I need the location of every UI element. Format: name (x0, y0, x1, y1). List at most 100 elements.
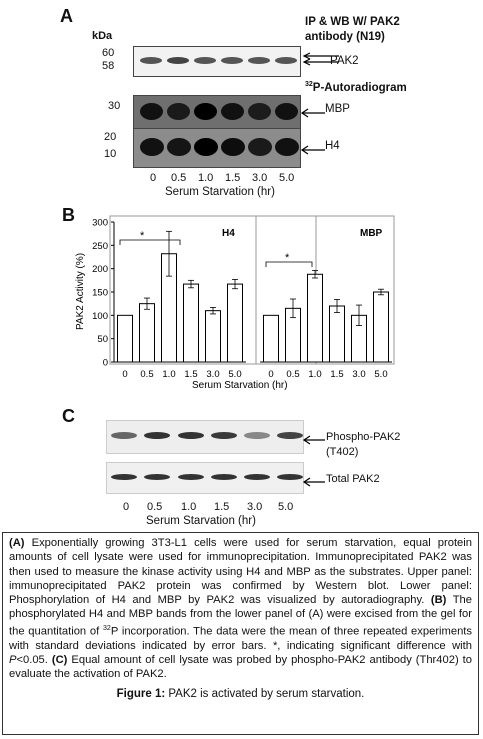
marker-10: 10 (104, 148, 117, 160)
total-pak2-band (211, 474, 237, 480)
lane-a-0: 0 (150, 172, 157, 184)
panel-b-charts: 0 50 100 150 200 250 300 0 0.5 1.0 1.5 3.0 5.0 0 0.5… (75, 215, 395, 391)
mbp-x-tick-label: 1.0 (308, 369, 321, 380)
mbp-significance-bracket (265, 261, 313, 267)
lane-a-4: 3.0 (252, 172, 268, 184)
total-pak2-band (277, 474, 303, 480)
panel-b-xlabel: Serum Starvation (hr) (192, 380, 288, 391)
mbp-band (194, 103, 217, 120)
h4-x-tick-label: 1.0 (162, 369, 175, 380)
phospho-pak2-band (244, 432, 270, 439)
pak2-band (194, 57, 216, 64)
panel-c-letter: C (62, 406, 75, 426)
h4-band (221, 138, 245, 156)
h4-bar (139, 303, 155, 363)
kda-label: kDa (92, 30, 113, 42)
marker-60: 60 (102, 47, 115, 59)
phospho-pak2-band (111, 432, 137, 439)
caption-b-text-2: P incorporation. The data were the mean … (9, 625, 472, 652)
total-pak2-band (244, 474, 270, 480)
mbp-band (275, 103, 298, 120)
pak2-western-blot (133, 46, 301, 77)
total-pak2-band (178, 474, 204, 480)
marker-30: 30 (108, 100, 121, 112)
lane-a-3: 1.5 (225, 172, 241, 184)
h4-bar (227, 283, 243, 363)
figure-title-text: PAK2 is activated by serum starvation. (165, 687, 365, 700)
ip-header-line1: IP & WB W/ PAK2 (305, 16, 400, 28)
h4-x-tick-label: 0.5 (140, 369, 153, 380)
pak2-band (248, 57, 270, 64)
lane-a-1: 0.5 (171, 172, 187, 184)
h4-bar (205, 310, 221, 363)
h4-y-tick-label: 150 (92, 288, 108, 299)
figure-label: Figure 1: (116, 687, 166, 700)
mbp-x-tick-label: 3.0 (352, 369, 365, 380)
lane-c-4: 3.0 (247, 501, 263, 513)
mbp-bar (373, 291, 389, 363)
figure-caption: (A) Exponentially growing 3T3-L1 cells w… (2, 532, 479, 735)
phospho-pak2-band (178, 432, 204, 439)
h4-chart-title: H4 (222, 228, 235, 239)
marker-20: 20 (104, 131, 117, 143)
caption-b-text-3: <0.05. (16, 654, 52, 667)
phospho-pak2-site-label: (T402) (326, 446, 359, 458)
mbp-significance-star: * (285, 252, 290, 264)
pak2-band (167, 57, 189, 64)
mbp-band (167, 103, 190, 120)
lane-c-1: 0.5 (147, 501, 163, 513)
h4-x-tick-label: 5.0 (228, 369, 241, 380)
h4-band (248, 138, 272, 156)
total-pak2-band (111, 474, 137, 480)
mbp-bar (307, 273, 323, 363)
mbp-x-tick-label: 0 (268, 369, 273, 380)
autoradiogram-label: 32P-Autoradiogram (305, 81, 407, 94)
total-pak2-label: Total PAK2 (326, 473, 380, 485)
pak2-band (221, 57, 243, 64)
caption-a-text: Exponentially growing 3T3-L1 cells were … (9, 537, 472, 607)
phospho-pak2-blot (106, 420, 304, 454)
phospho-pak2-band (144, 432, 170, 439)
mbp-x-tick-label: 1.5 (330, 369, 343, 380)
phospho-pak2-band (277, 432, 303, 439)
caption-b-tag: (B) (430, 594, 447, 607)
lane-a-5: 5.0 (279, 172, 295, 184)
h4-y-tick-label: 250 (92, 241, 108, 252)
h4-autoradiogram (133, 128, 301, 168)
pak2-arrows (301, 52, 341, 73)
mbp-bar (263, 314, 279, 363)
panel-c-xlabel: Serum Starvation (hr) (146, 515, 256, 527)
mbp-band (221, 103, 244, 120)
phospho-arrow (302, 432, 326, 450)
pak2-label: PAK2 (330, 55, 359, 67)
mbp-x-tick-label: 5.0 (374, 369, 387, 380)
caption-b-text-1: The phosphorylated H4 and MBP bands from… (9, 594, 473, 638)
ip-header-line2: antibody (N19) (305, 31, 385, 43)
lane-c-3: 1.5 (214, 501, 230, 513)
pak2-band (140, 57, 162, 64)
total-arrow (302, 474, 326, 492)
total-pak2-band (144, 474, 170, 480)
h4-bar (183, 283, 199, 363)
caption-b-sup: 32 (103, 624, 111, 632)
h4-x-tick-label: 1.5 (184, 369, 197, 380)
h4-y-tick-label: 100 (92, 311, 108, 322)
total-pak2-blot (106, 462, 304, 494)
h4-band (167, 138, 191, 156)
h4-y-tick-label: 50 (97, 334, 108, 345)
lane-c-2: 1.0 (181, 501, 197, 513)
phospho-pak2-label: Phospho-PAK2 (326, 431, 401, 443)
h4-x-tick-label: 0 (122, 369, 127, 380)
mbp-x-tick-label: 0.5 (286, 369, 299, 380)
phospho-pak2-band (211, 432, 237, 439)
mbp-arrow (300, 105, 326, 123)
h4-chart-ylabel: PAK2 Activity (%) (75, 253, 86, 330)
lane-c-0: 0 (123, 501, 130, 513)
h4-arrow (300, 142, 326, 160)
panel-b-letter: B (62, 205, 75, 225)
panel-a-letter: A (60, 6, 73, 26)
caption-c-text: Equal amount of cell lysate was probed b… (9, 654, 472, 681)
h4-band (275, 138, 299, 156)
mbp-chart-title: MBP (360, 228, 383, 239)
mbp-label: MBP (325, 103, 350, 115)
